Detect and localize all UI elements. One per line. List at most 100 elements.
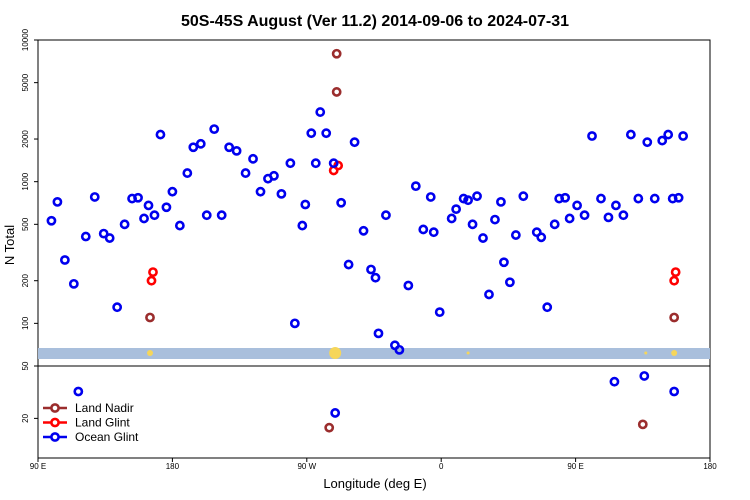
ocean-glint-point [80, 231, 91, 242]
upper-plot-frame [37, 39, 711, 367]
ocean-glint-point [649, 193, 660, 204]
ocean-glint-point [657, 135, 668, 146]
land-glint-point [669, 275, 680, 286]
ocean-glint-point [216, 210, 227, 221]
ocean-glint-point [328, 158, 339, 169]
ocean-glint-point [366, 264, 376, 275]
ocean-glint-point [255, 186, 266, 197]
legend-marker [50, 417, 60, 428]
ocean-glint-point [349, 137, 360, 148]
y-tick-label: 5000 [21, 73, 30, 91]
ocean-glint-point [209, 124, 220, 135]
ocean-glint-point [167, 186, 178, 197]
ocean-glint-point [52, 196, 63, 207]
ocean-glint-point [510, 230, 521, 240]
ocean-glint-point [639, 371, 650, 381]
ocean-glint-point [403, 280, 414, 291]
land-glint-point [670, 267, 681, 278]
ocean-glint-point [663, 129, 674, 140]
x-tick-label: 90 E [30, 462, 46, 471]
ocean-glint-point [394, 344, 405, 355]
ocean-glint-point [484, 289, 494, 300]
x-tick-label: 90 E [567, 462, 583, 471]
ocean-glint-point [300, 199, 311, 210]
ocean-glint-point [596, 193, 606, 204]
ocean-glint-point [161, 202, 172, 213]
ocean-glint-point [201, 210, 212, 221]
data-points [46, 48, 689, 433]
ocean-glint-point [174, 220, 185, 231]
x-axis-label: Longitude (deg E) [323, 476, 426, 491]
ocean-glint-point [188, 142, 199, 153]
ocean-glint-point [73, 386, 84, 397]
yellow-markers [147, 347, 678, 359]
ocean-glint-point [358, 225, 369, 236]
ocean-glint-point [410, 181, 421, 192]
land-nadir-point [324, 422, 335, 433]
ocean-glint-point [373, 328, 384, 339]
ocean-glint-point [68, 278, 79, 289]
ocean-glint-point [603, 212, 614, 223]
ocean-glint-point [336, 197, 347, 208]
ocean-glint-point [673, 192, 684, 203]
land-nadir-point [145, 312, 155, 323]
land-glint-point [148, 267, 158, 278]
ocean-glint-point [321, 128, 332, 139]
ocean-glint-point [155, 129, 166, 140]
ocean-glint-point [625, 129, 636, 140]
ocean-glint-point [490, 214, 500, 225]
ocean-glint-point [463, 195, 473, 206]
y-tick-label: 500 [21, 217, 30, 231]
ocean-glint-point [467, 219, 478, 230]
y-tick-label: 10000 [21, 28, 30, 51]
ocean-glint-point [276, 188, 287, 199]
ocean-glint-point [549, 219, 560, 230]
ocean-glint-point [306, 128, 317, 139]
legend-marker [50, 432, 60, 442]
lower-plot-frame [37, 365, 711, 459]
band-marker [147, 350, 153, 356]
ocean-glint-point [536, 232, 547, 243]
ocean-glint-point [370, 272, 381, 283]
ocean-glint-point [425, 192, 436, 202]
y-axis-label: N Total [2, 225, 17, 265]
ocean-glint-point [224, 142, 235, 153]
land-nadir-point [669, 312, 680, 323]
ocean-glint-point [633, 193, 644, 204]
band-marker [671, 350, 678, 356]
ocean-glint-point [89, 192, 100, 202]
ocean-glint-point [542, 302, 553, 313]
x-tick-label: 180 [166, 462, 180, 471]
ocean-glint-point [343, 259, 354, 270]
ocean-glint-point [618, 210, 629, 221]
ocean-glint-point [381, 210, 391, 221]
y-tick-label: 100 [21, 316, 30, 330]
ocean-glint-point [496, 196, 506, 207]
ocean-glint-point [133, 192, 143, 203]
y-tick-label: 1000 [21, 172, 30, 190]
legend-label: Ocean Glint [75, 430, 139, 444]
ocean-glint-point [315, 107, 326, 117]
y-axis-lower: 20 [21, 413, 38, 423]
ocean-glint-point [285, 158, 296, 169]
band-marker [644, 351, 648, 355]
ocean-glint-point [119, 219, 130, 230]
ocean-glint-point [297, 220, 308, 231]
ocean-glint-point [478, 233, 488, 243]
ocean-glint-point [139, 213, 149, 224]
legend-label: Land Nadir [75, 401, 134, 415]
y-axis-upper: 10000 5000 2000 1000 500 200 100 50 [21, 28, 38, 370]
ocean-glint-point [418, 224, 429, 235]
ocean-glint-point [504, 277, 515, 288]
ocean-glint-point [451, 204, 462, 215]
x-tick-label: 90 W [297, 462, 316, 471]
ocean-glint-point [289, 318, 300, 329]
ocean-glint-point [98, 228, 109, 239]
y-tick-label: 20 [21, 413, 30, 422]
ocean-glint-point [611, 200, 621, 211]
x-tick-label: 0 [439, 462, 444, 471]
ocean-glint-point [330, 408, 341, 418]
ocean-glint-point [143, 200, 154, 211]
land-nadir-point [331, 87, 342, 97]
